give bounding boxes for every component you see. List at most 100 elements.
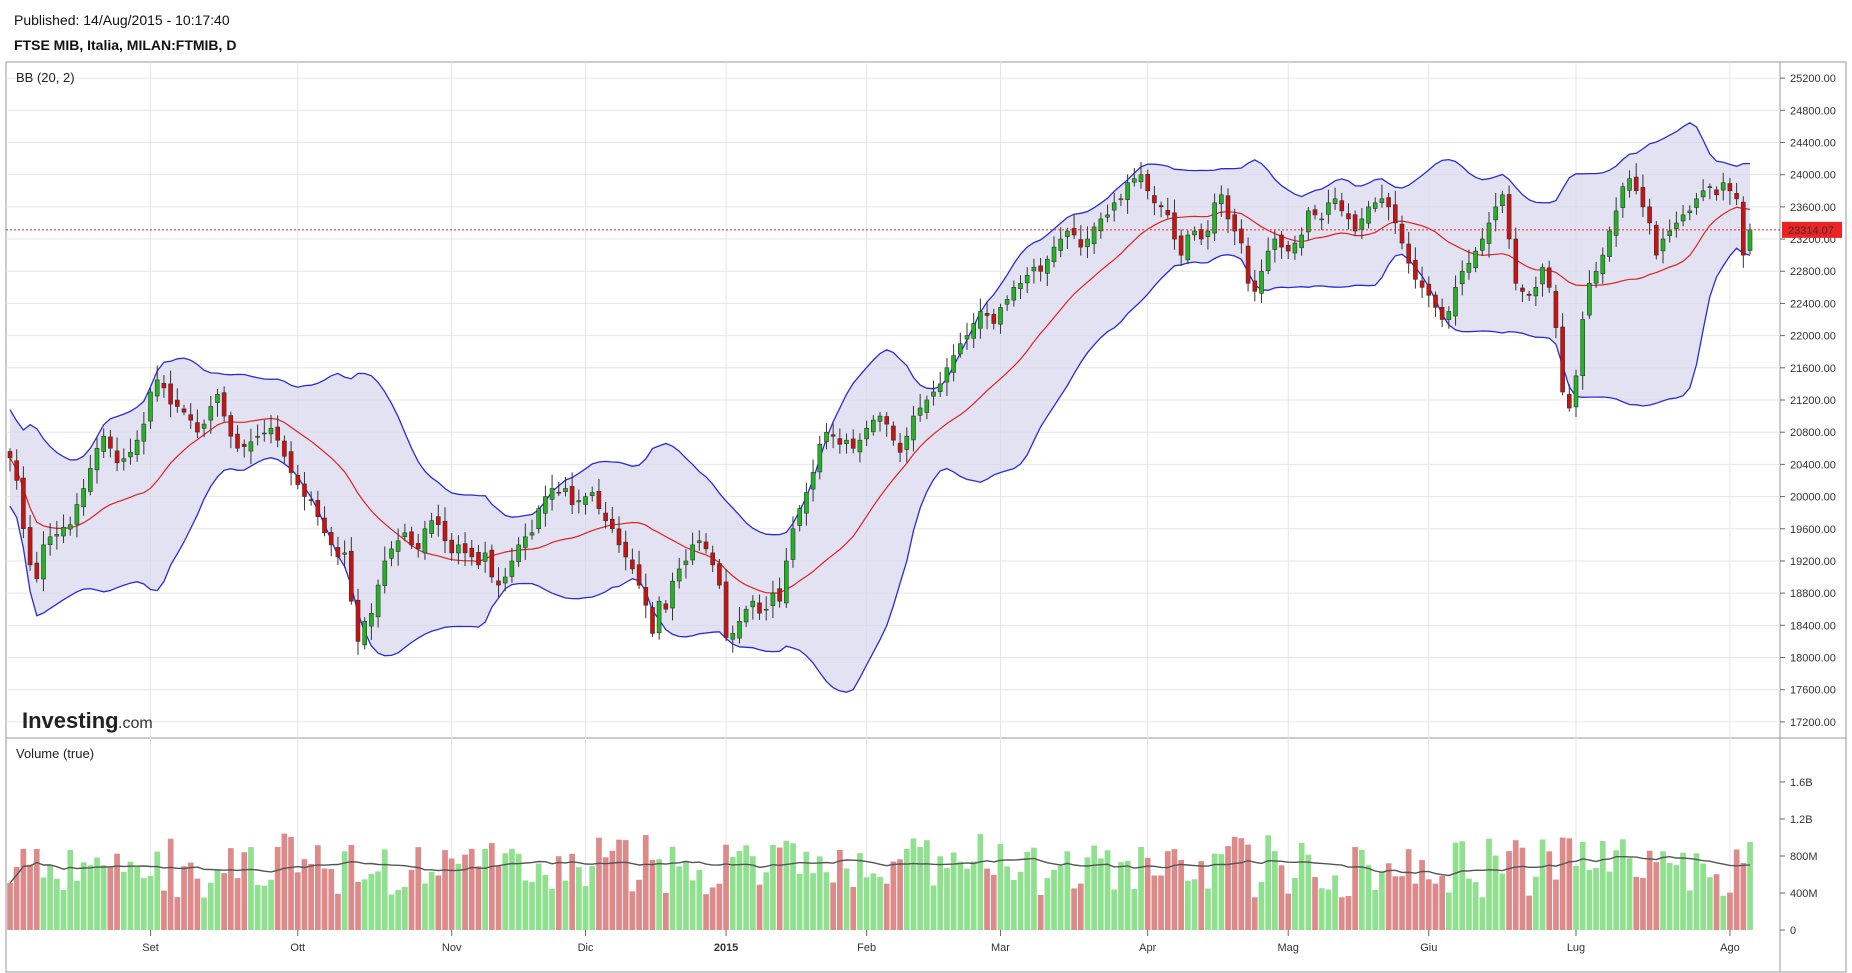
price-tick-label: 19200.00 <box>1790 556 1836 568</box>
candle-body <box>1098 218 1104 232</box>
candle-body <box>476 551 481 566</box>
candle-body <box>1687 210 1693 213</box>
candle-body <box>328 532 334 546</box>
candle-body <box>1118 198 1124 201</box>
volume-bar <box>629 891 636 930</box>
volume-bar <box>1747 842 1753 930</box>
candle-body <box>1091 226 1097 245</box>
volume-bar <box>1245 844 1251 930</box>
candle-body <box>603 512 608 522</box>
volume-bar <box>1707 877 1713 930</box>
candle-body <box>1111 202 1117 211</box>
volume-bar <box>609 850 616 930</box>
time-tick-label: Dic <box>578 942 594 954</box>
candle-body <box>1011 286 1017 301</box>
candle-body <box>1419 280 1425 288</box>
candle-body <box>1232 214 1237 232</box>
candle-body <box>1004 299 1010 305</box>
candle-body <box>7 451 13 459</box>
candle-body <box>1366 206 1371 224</box>
volume-bar <box>1144 857 1151 930</box>
volume-bar <box>1318 888 1325 930</box>
price-tick-label: 18800.00 <box>1790 588 1836 600</box>
symbol-title: FTSE MIB, Italia, MILAN:FTMIB, D <box>14 37 237 53</box>
volume-bar <box>1138 847 1144 930</box>
candle-body <box>1506 194 1512 240</box>
volume-bar <box>1740 862 1747 930</box>
candle-body <box>1192 230 1197 236</box>
volume-bar <box>1512 840 1519 930</box>
candle-body <box>1500 194 1505 207</box>
price-tick-label: 22800.00 <box>1790 266 1836 278</box>
candle-body <box>864 427 869 440</box>
candle-body <box>683 560 689 565</box>
candle-body <box>991 313 997 324</box>
volume-bar <box>1606 871 1613 930</box>
candle-body <box>1607 230 1612 257</box>
price-tick-label: 22400.00 <box>1790 298 1836 310</box>
candle-body <box>1660 238 1666 252</box>
volume-bar <box>796 873 803 930</box>
candle-body <box>904 435 910 450</box>
volume-bar <box>294 872 301 930</box>
volume-bar <box>1566 838 1573 930</box>
volume-bar <box>100 865 107 930</box>
price-tick-label: 23600.00 <box>1790 202 1836 214</box>
last-price-label: 23314.07 <box>1788 225 1834 237</box>
candle-body <box>175 399 180 407</box>
volume-bar <box>301 859 308 930</box>
candle-body <box>402 532 408 537</box>
volume-bar <box>736 851 743 930</box>
candle-body <box>181 408 187 413</box>
volume-bar <box>950 852 957 930</box>
volume-bar <box>622 840 629 930</box>
candle-body <box>790 528 796 560</box>
volume-bar <box>990 874 997 930</box>
candle-body <box>422 528 428 554</box>
time-tick-label: Giu <box>1420 942 1437 954</box>
volume-label: Volume (true) <box>16 746 94 761</box>
candle-body <box>650 607 655 634</box>
candle-body <box>389 548 394 559</box>
candle-body <box>121 458 127 462</box>
candle-body <box>201 423 207 429</box>
volume-bar <box>642 835 649 930</box>
volume-bar <box>1653 862 1660 930</box>
volume-bar <box>1098 858 1104 930</box>
candle-body <box>1433 294 1438 308</box>
chart-header: Published: 14/Aug/2015 - 10:17:40 FTSE M… <box>0 0 1852 58</box>
volume-bar <box>1499 873 1506 930</box>
candle-body <box>308 499 314 501</box>
volume-bar <box>1057 865 1064 930</box>
volume-bar <box>1720 895 1727 930</box>
candle-body <box>837 438 843 445</box>
candle-body <box>1553 290 1559 328</box>
candle-body <box>1520 287 1525 292</box>
volume-bar <box>120 871 127 930</box>
candle-body <box>1279 234 1284 248</box>
volume-bar <box>442 850 448 930</box>
candle-body <box>88 468 93 492</box>
volume-bar <box>428 871 435 930</box>
price-tick-label: 20400.00 <box>1790 459 1836 471</box>
price-tick-label: 17600.00 <box>1790 685 1836 697</box>
volume-bar <box>870 873 877 930</box>
candle-body <box>870 419 876 433</box>
volume-bar <box>375 871 381 930</box>
volume-bar <box>335 893 341 930</box>
volume-bar <box>555 856 562 930</box>
candle-body <box>583 496 588 505</box>
volume-bar <box>268 879 274 930</box>
candle-body <box>1165 210 1171 216</box>
candle-body <box>148 391 153 422</box>
candle-body <box>670 580 675 609</box>
candle-body <box>549 488 555 500</box>
candle-body <box>1667 230 1672 236</box>
candle-body <box>569 486 575 505</box>
volume-bar <box>1379 871 1385 930</box>
volume-bar <box>1713 874 1720 930</box>
volume-bar <box>361 879 368 930</box>
candle-body <box>1640 187 1646 208</box>
candle-body <box>61 526 66 537</box>
